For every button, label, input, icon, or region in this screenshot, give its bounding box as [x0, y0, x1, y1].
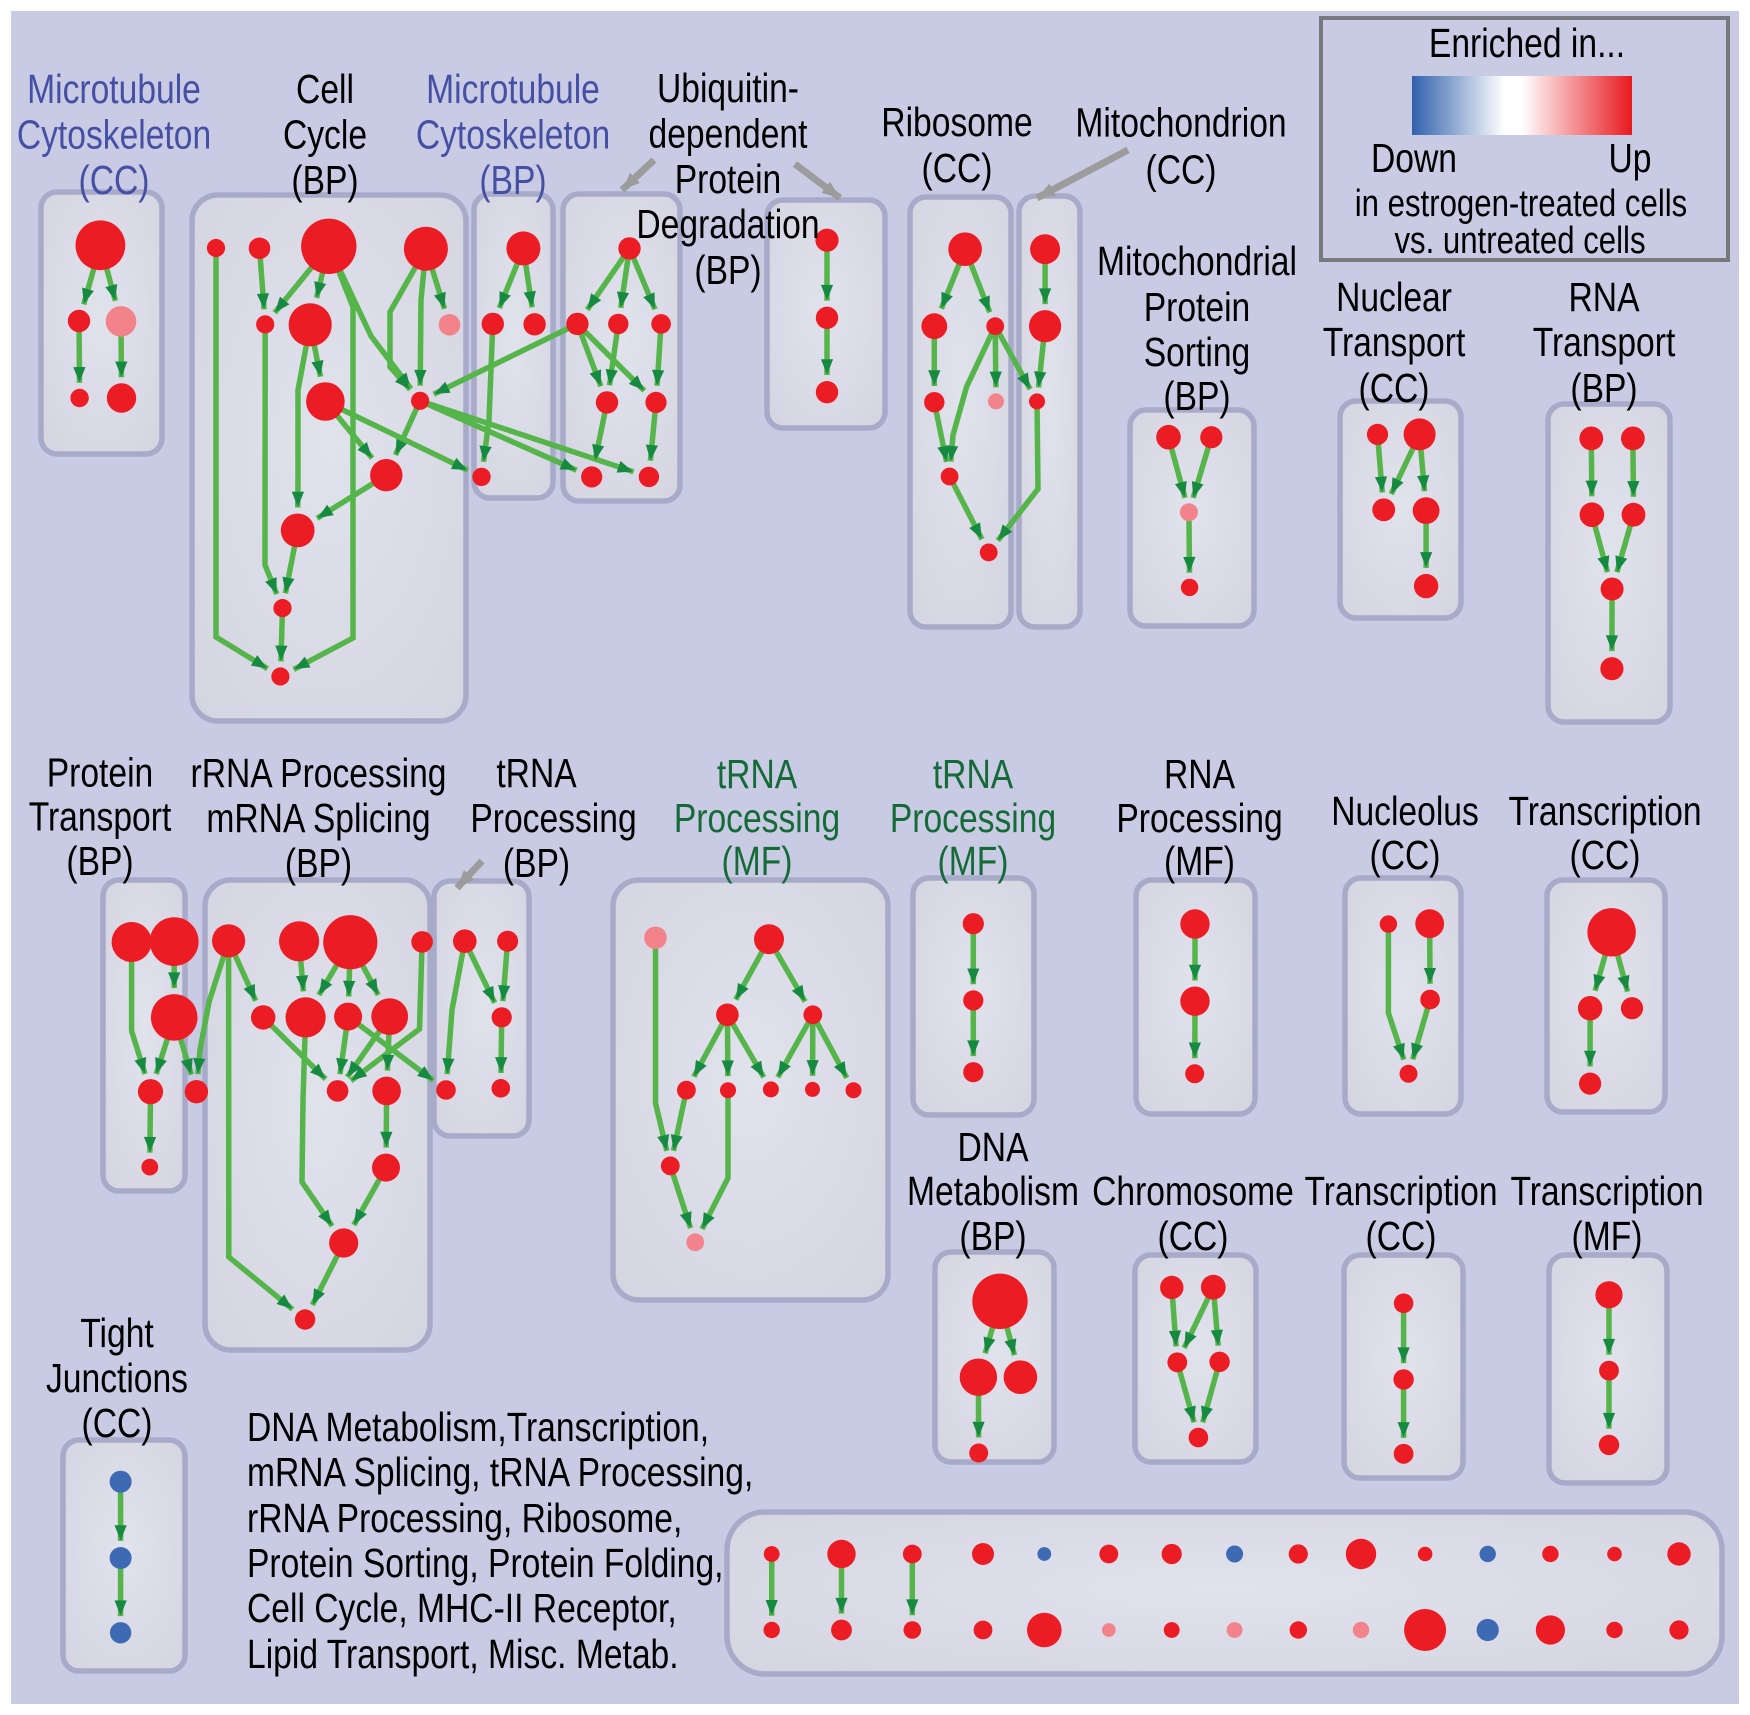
svg-text:DNA Metabolism,Transcription,: DNA Metabolism,Transcription, — [247, 1404, 709, 1450]
svg-text:Cell: Cell — [296, 66, 354, 112]
svg-text:tRNA: tRNA — [717, 751, 798, 797]
svg-text:Mitochondrial: Mitochondrial — [1097, 238, 1297, 284]
svg-text:Transcription: Transcription — [1304, 1168, 1497, 1214]
svg-text:(CC): (CC) — [82, 1400, 153, 1446]
svg-text:Ribosome: Ribosome — [881, 99, 1032, 145]
svg-text:Degradation: Degradation — [636, 201, 819, 247]
svg-text:Cycle: Cycle — [283, 112, 367, 158]
svg-text:(MF): (MF) — [1164, 838, 1235, 884]
svg-text:Up: Up — [1609, 135, 1652, 181]
svg-text:Transport: Transport — [29, 794, 172, 840]
svg-text:(CC): (CC) — [1570, 832, 1641, 878]
svg-text:Transcription: Transcription — [1510, 1168, 1703, 1214]
svg-text:tRNA: tRNA — [496, 750, 577, 796]
svg-text:Enriched in...: Enriched in... — [1429, 20, 1625, 66]
svg-text:Processing: Processing — [1116, 795, 1282, 841]
svg-text:Junctions: Junctions — [46, 1355, 188, 1401]
svg-text:Protein: Protein — [675, 156, 782, 202]
svg-text:Lipid Transport, Misc. Metab.: Lipid Transport, Misc. Metab. — [247, 1631, 679, 1677]
svg-text:Cytoskeleton: Cytoskeleton — [17, 112, 211, 158]
svg-text:(CC): (CC) — [1370, 832, 1441, 878]
svg-text:vs. untreated cells: vs. untreated cells — [1394, 220, 1645, 262]
svg-text:Transport: Transport — [1533, 319, 1676, 365]
svg-text:(CC): (CC) — [79, 157, 150, 203]
svg-text:in estrogen-treated cells: in estrogen-treated cells — [1355, 183, 1688, 225]
svg-text:mRNA Splicing: mRNA Splicing — [206, 795, 430, 841]
svg-text:Tight: Tight — [80, 1310, 154, 1356]
svg-text:(CC): (CC) — [1366, 1213, 1437, 1259]
svg-text:(BP): (BP) — [1570, 365, 1637, 411]
svg-text:Metabolism: Metabolism — [907, 1168, 1079, 1214]
svg-text:dependent: dependent — [649, 111, 808, 157]
svg-text:Protein Sorting, Protein Foldi: Protein Sorting, Protein Folding, — [247, 1540, 724, 1586]
svg-text:(BP): (BP) — [1163, 373, 1230, 419]
svg-text:(CC): (CC) — [1158, 1213, 1229, 1259]
svg-text:Microtubule: Microtubule — [426, 66, 600, 112]
svg-text:RNA: RNA — [1569, 274, 1641, 320]
svg-text:mRNA Splicing, tRNA Processing: mRNA Splicing, tRNA Processing, — [247, 1449, 753, 1495]
svg-text:Nuclear: Nuclear — [1336, 274, 1452, 320]
svg-text:(BP): (BP) — [479, 157, 546, 203]
svg-text:(BP): (BP) — [285, 840, 352, 886]
svg-text:Sorting: Sorting — [1144, 329, 1251, 375]
svg-text:Transport: Transport — [1323, 319, 1466, 365]
svg-text:Microtubule: Microtubule — [27, 66, 201, 112]
svg-text:(BP): (BP) — [66, 838, 133, 884]
svg-text:(MF): (MF) — [938, 838, 1009, 884]
svg-text:rRNA Processing, Ribosome,: rRNA Processing, Ribosome, — [247, 1495, 682, 1541]
svg-text:Down: Down — [1371, 135, 1457, 181]
svg-text:Transcription: Transcription — [1508, 788, 1701, 834]
svg-text:(BP): (BP) — [959, 1213, 1026, 1259]
svg-text:RNA: RNA — [1164, 751, 1236, 797]
svg-text:(MF): (MF) — [1572, 1213, 1643, 1259]
svg-text:(MF): (MF) — [722, 838, 793, 884]
svg-text:Nucleolus: Nucleolus — [1331, 788, 1479, 834]
svg-text:(CC): (CC) — [922, 145, 993, 191]
svg-text:Protein: Protein — [47, 750, 154, 796]
svg-text:tRNA: tRNA — [933, 751, 1014, 797]
svg-text:Cell Cycle, MHC-II Receptor,: Cell Cycle, MHC-II Receptor, — [247, 1585, 677, 1631]
svg-text:rRNA Processing: rRNA Processing — [191, 750, 447, 796]
svg-text:Processing: Processing — [470, 795, 636, 841]
svg-text:Mitochondrion: Mitochondrion — [1075, 100, 1286, 146]
svg-text:(CC): (CC) — [1359, 365, 1430, 411]
svg-text:Protein: Protein — [1144, 284, 1251, 330]
svg-text:(BP): (BP) — [503, 840, 570, 886]
svg-text:Chromosome: Chromosome — [1092, 1168, 1294, 1214]
svg-text:(CC): (CC) — [1146, 147, 1217, 193]
svg-text:Cytoskeleton: Cytoskeleton — [416, 112, 610, 158]
svg-text:Processing: Processing — [890, 795, 1056, 841]
svg-text:Ubiquitin-: Ubiquitin- — [657, 65, 799, 111]
svg-text:Processing: Processing — [674, 795, 840, 841]
svg-text:(BP): (BP) — [694, 247, 761, 293]
svg-text:DNA: DNA — [958, 1124, 1030, 1170]
svg-text:(BP): (BP) — [291, 157, 358, 203]
